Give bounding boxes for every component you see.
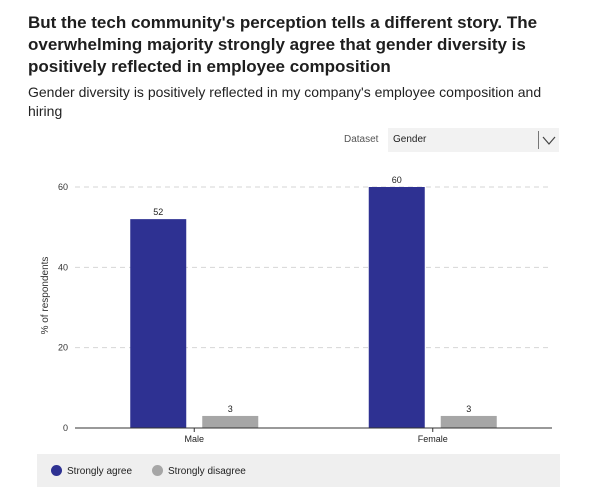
bars [130,187,497,428]
chevron-down-icon[interactable] [541,131,557,149]
y-tick-label: 0 [63,423,68,433]
y-axis-ticks: 0 20 40 60 [58,182,68,433]
legend-label: Strongly disagree [168,466,246,477]
data-labels: 52 3 60 3 [153,175,471,414]
bar-strongly-disagree-female[interactable] [440,415,497,428]
dataset-select-value: Gender [393,134,427,145]
legend-label: Strongly agree [67,466,133,477]
chart-title: But the tech community's perception tell… [28,13,538,76]
y-tick-label: 60 [58,182,68,192]
data-label: 3 [228,404,233,414]
x-tick-label: Male [184,434,204,444]
x-axis-ticks: Male Female [184,428,448,444]
legend-swatch [51,465,62,476]
legend: Strongly agree Strongly disagree [37,454,560,487]
dataset-select[interactable]: Gender [388,128,559,152]
dataset-select-divider [538,131,539,149]
bar-chart: 0 20 40 60 52 3 60 3 Male Female % of responden… [40,175,552,444]
bar-strongly-disagree-male[interactable] [202,415,259,428]
y-tick-label: 40 [58,262,68,272]
bar-strongly-agree-female[interactable] [368,187,425,428]
data-label: 3 [466,404,471,414]
gridlines [75,186,552,349]
legend-item-strongly-agree[interactable]: Strongly agree [51,465,132,477]
y-axis-label: % of respondents [40,257,51,335]
x-tick-label: Female [418,434,448,444]
dataset-label: Dataset [344,134,379,145]
data-label: 52 [153,207,163,217]
data-label: 60 [392,175,402,185]
bar-strongly-agree-male[interactable] [130,219,187,428]
y-tick-label: 20 [58,343,68,353]
chart-subtitle: Gender diversity is positively reflected… [28,84,542,119]
legend-item-strongly-disagree[interactable]: Strongly disagree [152,465,246,477]
legend-swatch [152,465,163,476]
